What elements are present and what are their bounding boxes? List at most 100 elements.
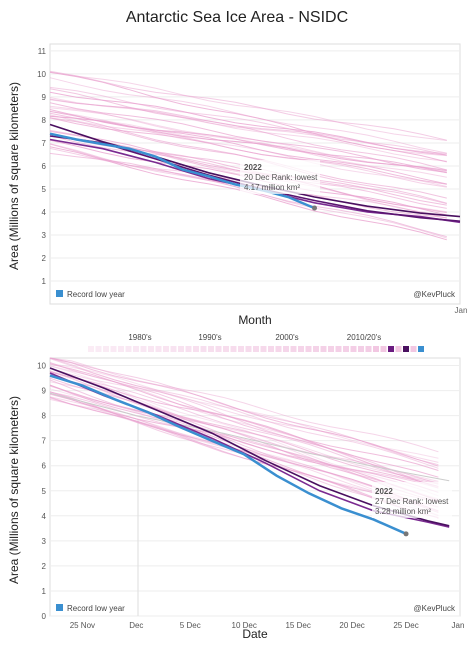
plot1-annotation-box bbox=[240, 160, 320, 194]
plot1-background-line bbox=[49, 117, 447, 185]
plot1-xtick-jan: Jan bbox=[455, 306, 468, 315]
decade-swatch bbox=[185, 346, 192, 352]
plot2-background-line bbox=[49, 367, 439, 463]
plot1-background-line bbox=[49, 88, 447, 171]
plot1-background-line bbox=[49, 110, 447, 174]
plot2-ytick-label: 7 bbox=[42, 437, 47, 446]
decade-swatch bbox=[380, 346, 387, 352]
plot2-ytick-label: 2 bbox=[42, 562, 47, 571]
plot1-background-line bbox=[49, 115, 447, 172]
decade-swatch bbox=[155, 346, 162, 352]
plot2-xtick-label: 10 Dec bbox=[232, 621, 257, 630]
plot2-annotation-rank: 27 Dec Rank: lowest bbox=[375, 497, 449, 506]
decade-label-1980s: 1980's bbox=[128, 333, 151, 342]
plot2-ytick-label: 4 bbox=[42, 512, 47, 521]
plot1-ytick-label: 5 bbox=[42, 185, 47, 194]
plot2-background-line bbox=[49, 357, 439, 466]
plot1-ylabel: Area (Millions of square kilometers) bbox=[7, 82, 21, 270]
plot2-background-line bbox=[49, 376, 439, 487]
plot1-ytick-label: 7 bbox=[42, 139, 47, 148]
decade-swatch bbox=[358, 346, 364, 352]
plot1-grid bbox=[50, 50, 460, 282]
plot2-xtick-label: Jan bbox=[452, 621, 465, 630]
decade-swatch bbox=[103, 346, 109, 352]
plot2-background-line bbox=[49, 362, 439, 459]
plot1-annotation-value: 4.17 million km² bbox=[244, 183, 300, 192]
plot1-endpoint-marker bbox=[312, 205, 318, 211]
decade-swatch bbox=[193, 346, 199, 352]
plot2-xtick-label: 15 Dec bbox=[285, 621, 310, 630]
decade-swatch bbox=[335, 346, 342, 352]
plot1-ytick-label: 2 bbox=[42, 254, 47, 263]
plot2-y-ticks: 0 1 2 3 4 5 6 7 8 9 10 bbox=[37, 362, 46, 621]
decade-swatch bbox=[215, 346, 222, 352]
decade-label-2010s: 2010/20's bbox=[347, 333, 381, 342]
plot1-y-ticks: 1 2 3 4 5 6 7 8 9 10 11 bbox=[37, 47, 46, 286]
plot2-background-line bbox=[49, 362, 439, 488]
decade-swatch bbox=[350, 346, 357, 352]
plot2-legend-label: Record low year bbox=[67, 604, 125, 613]
plot1-credit: @KevPluck bbox=[414, 290, 456, 299]
plot2-background-line bbox=[49, 377, 439, 503]
decade-swatch bbox=[95, 346, 102, 352]
plot2-xtick-label: 20 Dec bbox=[339, 621, 364, 630]
plot2-xtick-label: 25 Dec bbox=[393, 621, 418, 630]
decade-swatch bbox=[170, 346, 177, 352]
plot2-endpoint-marker bbox=[403, 531, 409, 537]
decade-swatch bbox=[320, 346, 327, 352]
plot2-annotation-value: 3.28 million km² bbox=[375, 507, 431, 516]
plot2-background-line bbox=[49, 384, 439, 501]
decade-swatch bbox=[313, 346, 319, 352]
plot2-background-line bbox=[49, 391, 439, 489]
decade-swatch bbox=[403, 346, 409, 352]
decade-swatch bbox=[88, 346, 94, 352]
decade-swatch bbox=[200, 346, 207, 352]
plot2-ytick-label: 8 bbox=[42, 412, 47, 421]
plot1-ytick-label: 1 bbox=[42, 277, 47, 286]
plot2-ytick-label: 0 bbox=[42, 612, 47, 621]
plot2-ytick-label: 6 bbox=[42, 462, 47, 471]
plot1-background-line bbox=[49, 114, 447, 188]
decade-swatch bbox=[238, 346, 244, 352]
plot1-background-line bbox=[49, 86, 447, 156]
plot2-x-ticks: 25 Nov Dec 5 Dec 10 Dec 15 Dec 20 Dec 25 Dec Ja… bbox=[70, 621, 465, 630]
decade-swatch bbox=[328, 346, 334, 352]
plot2-ytick-label: 10 bbox=[37, 362, 46, 371]
plot1-background-line bbox=[49, 91, 447, 156]
plot1-background-line bbox=[49, 105, 447, 178]
decade-swatch bbox=[223, 346, 229, 352]
plot2-legend-swatch bbox=[56, 604, 63, 611]
decade-swatch bbox=[208, 346, 214, 352]
decade-label-2000s: 2000's bbox=[275, 333, 298, 342]
plot2-xtick-label: 5 Dec bbox=[180, 621, 201, 630]
decade-swatch bbox=[275, 346, 282, 352]
plot2-annotation-title: 2022 bbox=[375, 487, 393, 496]
plot1-ytick-label: 9 bbox=[42, 93, 47, 102]
plot2-background-line bbox=[49, 357, 439, 489]
decade-swatch bbox=[133, 346, 139, 352]
decade-swatch bbox=[305, 346, 312, 352]
decade-swatch bbox=[163, 346, 169, 352]
plot2-background-line bbox=[49, 392, 450, 482]
decade-swatch bbox=[125, 346, 132, 352]
plot1-ytick-label: 3 bbox=[42, 231, 47, 240]
plot2-ytick-label: 1 bbox=[42, 587, 47, 596]
decade-swatch bbox=[388, 346, 394, 352]
decade-swatch bbox=[298, 346, 304, 352]
plot1-background-line bbox=[49, 70, 447, 141]
plot1-ytick-label: 6 bbox=[42, 162, 47, 171]
decade-swatch bbox=[110, 346, 117, 352]
decade-swatch bbox=[230, 346, 237, 352]
decade-swatch bbox=[148, 346, 154, 352]
plot2-background-line bbox=[49, 381, 439, 484]
decade-swatch bbox=[373, 346, 379, 352]
plot1-background-line bbox=[49, 97, 447, 162]
decade-swatch bbox=[418, 346, 424, 352]
decade-swatch bbox=[283, 346, 289, 352]
plot2-background-line bbox=[49, 357, 439, 453]
plot1-ytick-label: 11 bbox=[38, 47, 47, 56]
plot1-ytick-label: 10 bbox=[37, 70, 46, 79]
plot2-ytick-label: 3 bbox=[42, 537, 47, 546]
decade-swatch bbox=[268, 346, 274, 352]
